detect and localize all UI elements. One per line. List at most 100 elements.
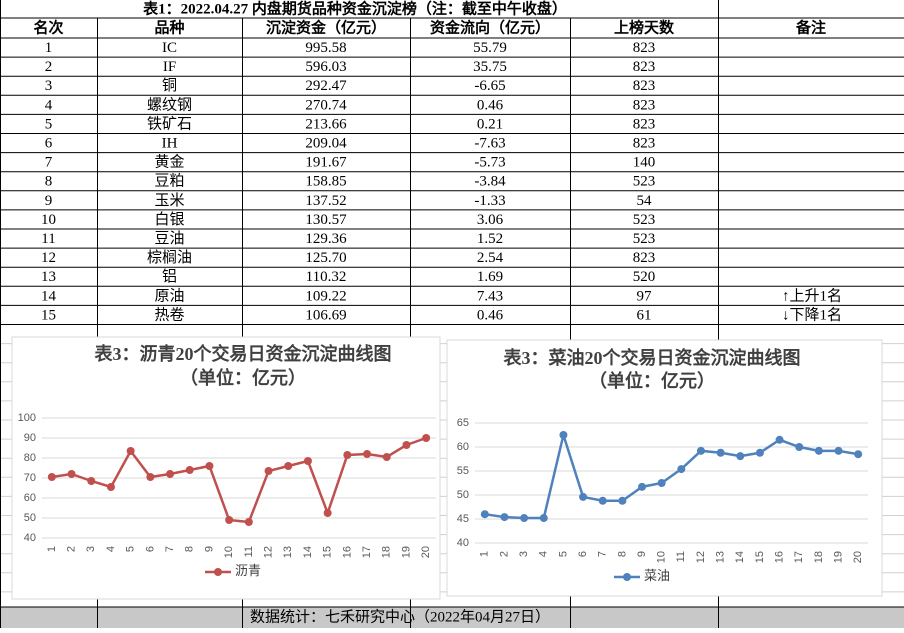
x-tick-label: 11: [243, 546, 255, 557]
table-cell: 130.57: [305, 212, 347, 228]
point: [480, 510, 489, 519]
point: [323, 509, 332, 517]
table-cell: 热卷: [154, 306, 184, 323]
table-cell: 5: [45, 116, 53, 132]
x-tick-label: 9: [636, 551, 648, 557]
y-tick-label: 80: [24, 452, 36, 464]
table-cell: 823: [633, 116, 656, 132]
table-cell: 140: [633, 155, 656, 171]
table-cell: -6.65: [474, 78, 505, 94]
point: [579, 492, 588, 501]
x-tick-label: 11: [675, 551, 687, 562]
x-tick-label: 8: [616, 551, 628, 557]
point: [814, 446, 823, 455]
x-tick-label: 13: [715, 551, 727, 563]
x-tick-label: 4: [538, 551, 550, 557]
x-tick-label: 6: [144, 546, 156, 552]
y-tick-label: 100: [18, 412, 36, 424]
header-cell: 备注: [795, 18, 826, 36]
x-tick-label: 7: [597, 551, 609, 557]
footer-text: 数据统计：七禾研究中心（2022年04月27日）: [250, 608, 550, 625]
table-cell: 9: [45, 193, 53, 209]
chart: 表3：沥青20个交易日资金沉淀曲线图 （单位：亿元） 40 50 60 70 80 90 100…: [11, 336, 441, 600]
table-cell: 995.58: [305, 40, 346, 56]
table-cell: 823: [633, 135, 656, 151]
table-cell: 2: [45, 59, 53, 75]
legend-label: 菜油: [644, 568, 670, 583]
header-cell: 沉淀资金（亿元）: [266, 18, 386, 36]
table-cell: 1.52: [477, 231, 503, 247]
point: [677, 465, 686, 474]
header-cell: 品种: [154, 18, 184, 36]
x-tick-label: 1: [479, 551, 491, 557]
table-cell: 823: [633, 97, 656, 113]
table-cell: 1: [45, 40, 53, 56]
point: [775, 435, 784, 444]
table-cell: 铁矿石: [147, 115, 192, 132]
table-cell: 35.75: [473, 59, 507, 75]
table-cell: 523: [633, 231, 656, 247]
table-cell: 7: [45, 155, 53, 171]
table-cell: 523: [633, 212, 656, 228]
table-cell: -7.63: [474, 135, 505, 151]
table-cell: 豆油: [154, 230, 184, 247]
table-cell: 110.32: [306, 269, 347, 285]
x-tick-label: 16: [773, 551, 785, 563]
x-tick-label: 17: [793, 551, 805, 563]
x-tick-label: 5: [557, 551, 569, 557]
point: [87, 477, 96, 485]
point: [422, 434, 431, 442]
x-tick-label: 12: [262, 546, 274, 558]
point: [185, 466, 194, 474]
table-cell: 6: [45, 135, 53, 151]
table-cell: 823: [633, 59, 656, 75]
point: [638, 482, 647, 491]
table-cell: IF: [163, 59, 176, 75]
y-tick-label: 40: [457, 537, 469, 549]
chart-area: [446, 339, 883, 597]
table-cell: 523: [633, 174, 656, 190]
point: [402, 441, 411, 449]
chart-subtitle: （单位：亿元）: [180, 367, 306, 388]
x-tick-label: 2: [498, 551, 510, 557]
x-tick-label: 18: [381, 546, 393, 558]
chart-subtitle: （单位：亿元）: [589, 370, 715, 391]
table-cell: 270.74: [305, 97, 347, 113]
table-cell: 109.22: [305, 288, 346, 304]
x-tick-label: 19: [400, 546, 412, 558]
table-cell: 106.69: [305, 307, 346, 323]
point: [520, 514, 529, 523]
legend-marker: [214, 568, 222, 576]
point: [126, 447, 135, 455]
table-cell: 158.85: [305, 174, 346, 190]
table-cell: 铝: [162, 268, 177, 285]
table-cell: 823: [633, 250, 656, 266]
table-cell: -3.84: [474, 174, 506, 190]
y-tick-label: 50: [457, 489, 469, 501]
table-cell: 玉米: [154, 192, 184, 209]
point: [834, 446, 843, 455]
table-cell: 3.06: [477, 212, 504, 228]
table-cell: 棕榈油: [147, 249, 192, 266]
y-tick-label: 55: [457, 465, 469, 477]
table-cell: 0.46: [477, 97, 504, 113]
point: [696, 446, 705, 455]
table-cell: 823: [633, 40, 656, 56]
table-cell: 螺纹钢: [147, 96, 192, 113]
table-cell: -5.73: [474, 155, 505, 171]
point: [166, 470, 175, 478]
y-tick-label: 65: [457, 417, 469, 429]
header-cell: 名次: [33, 18, 63, 36]
x-tick-label: 16: [341, 546, 353, 558]
point: [303, 457, 312, 465]
y-tick-label: 45: [457, 513, 469, 525]
table-cell: 原油: [154, 287, 184, 304]
table-cell: 豆粕: [154, 173, 184, 190]
chart-area: [11, 336, 441, 600]
x-tick-label: 20: [852, 551, 864, 563]
table-cell: 97: [637, 288, 653, 304]
chart-title: 表3：沥青20个交易日资金沉淀曲线图: [95, 343, 392, 364]
table-cell: 铜: [162, 77, 177, 94]
point: [598, 496, 607, 505]
